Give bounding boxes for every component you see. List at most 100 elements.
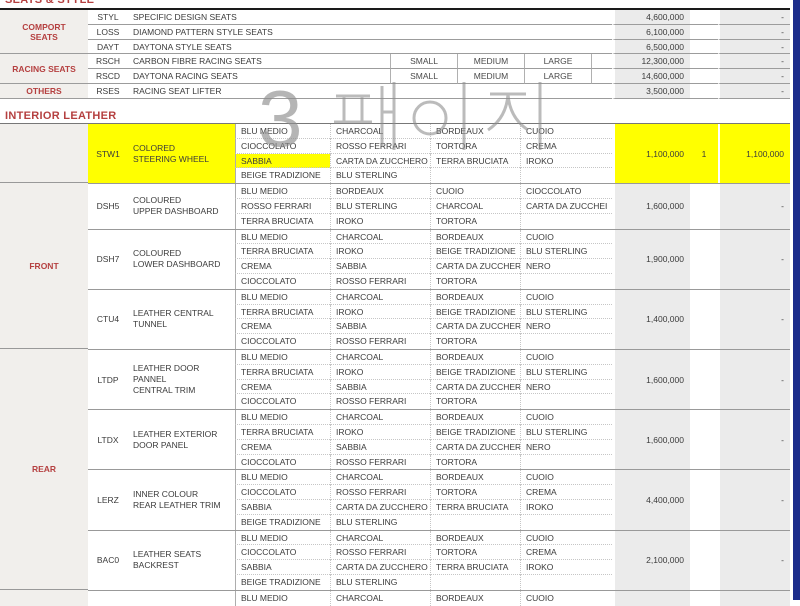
- leather-row-group: DSH5 COLOURED UPPER DASHBOARD BLU MEDIO BOR…: [88, 183, 790, 229]
- leather-row-group: BAC0 LEATHER SEATS BACKREST BLU MEDIO CHARC…: [88, 529, 790, 590]
- filler-cell: [591, 54, 612, 70]
- total-cell: -: [718, 530, 790, 590]
- color-cell: BLU STERLING: [520, 304, 612, 320]
- size-header-cell: SMALL: [390, 69, 457, 84]
- color-cell: SABBIA: [330, 319, 430, 335]
- qty-cell: [690, 184, 718, 229]
- section-label-empty: [0, 124, 88, 184]
- description-cell: RACING SEAT LIFTER: [128, 84, 612, 99]
- color-cell: CARTA DA ZUCCHERO: [430, 259, 520, 274]
- color-cell: BEIGE TRADIZIONE: [235, 168, 330, 184]
- color-cell: CHARCOAL: [430, 198, 520, 214]
- description-cell: COLOURED LOWER DASHBOARD: [133, 248, 221, 270]
- code-cell: LTDP: [97, 374, 119, 385]
- category-cell: OTHERS: [0, 83, 88, 99]
- color-cell: CREMA: [235, 379, 330, 395]
- price-cell: 1,600,000: [612, 349, 690, 410]
- qty-cell: [690, 349, 718, 410]
- description-cell: COLORED STEERING WHEEL: [128, 124, 235, 184]
- color-cell: [430, 574, 520, 590]
- color-cell: BLU MEDIO: [235, 410, 330, 425]
- color-cell: IROKO: [330, 364, 430, 380]
- color-cell: CREMA: [520, 138, 612, 154]
- price-cell: 6,100,000: [612, 24, 690, 40]
- color-cell: CHARCOAL: [330, 530, 430, 546]
- color-cell: CHARCOAL: [330, 289, 430, 305]
- color-cell: IROKO: [520, 499, 612, 515]
- code-cell: RSCD: [88, 69, 128, 84]
- color-cell: SABBIA: [235, 153, 330, 169]
- description-cell: LEATHER EXTERIOR DOOR PANEL: [133, 428, 218, 450]
- description-cell: [128, 591, 235, 606]
- qty-cell: [690, 470, 718, 530]
- code-cell: DAYT: [88, 40, 128, 55]
- leather-row-group: STW1 COLORED STEERING WHEEL BLU MEDIO CHARC…: [88, 124, 790, 184]
- color-cell: BLU MEDIO: [235, 184, 330, 199]
- total-cell: -: [718, 289, 790, 349]
- color-cell: ROSSO FERRARI: [330, 485, 430, 500]
- color-cell: TERRA BRUCIATA: [430, 153, 520, 169]
- color-cell: CUOIO: [520, 289, 612, 305]
- color-cell: CUOIO: [430, 184, 520, 199]
- code-cell: STYL: [88, 10, 128, 25]
- total-cell: -: [718, 83, 790, 99]
- qty-cell: [690, 24, 718, 40]
- color-cell: TERRA BRUCIATA: [235, 364, 330, 380]
- leather-row-group: BLU MEDIO CHARCOAL BORDEAUX CUOIO: [88, 589, 790, 606]
- category-cell: COMPORT SEATS: [0, 10, 88, 55]
- color-cell: CARTA DA ZUCCHERO: [330, 153, 430, 169]
- price-cell: 2,100,000: [612, 530, 690, 590]
- color-cell: CUOIO: [520, 124, 612, 139]
- color-cell: TORTORA: [430, 213, 520, 229]
- description-cell: DAYTONA STYLE SEATS: [128, 40, 612, 55]
- right-edge-strip: [793, 0, 800, 600]
- size-header-cell: SMALL: [390, 54, 457, 70]
- qty-cell: [690, 229, 718, 289]
- qty-cell: 1: [690, 124, 718, 184]
- size-header-cell: LARGE: [524, 69, 591, 84]
- qty-cell: [690, 10, 718, 25]
- color-cell: TERRA BRUCIATA: [235, 244, 330, 260]
- color-cell: CUOIO: [520, 410, 612, 425]
- price-cell: 1,100,000: [612, 124, 690, 184]
- price-cell: 1,400,000: [612, 289, 690, 349]
- color-cell: TORTORA: [430, 454, 520, 470]
- color-cell: CREMA: [520, 485, 612, 500]
- interior-leather-title: INTERIOR LEATHER: [5, 110, 117, 122]
- total-cell: -: [718, 470, 790, 530]
- color-cell: ROSSO FERRARI: [330, 138, 430, 154]
- color-cell: TERRA BRUCIATA: [430, 560, 520, 575]
- color-cell: NERO: [520, 259, 612, 274]
- color-cell: [520, 514, 612, 530]
- color-cell: BLU MEDIO: [235, 124, 330, 139]
- price-cell: 4,400,000: [612, 470, 690, 530]
- color-cell: SABBIA: [330, 259, 430, 274]
- color-cell: BLU MEDIO: [235, 289, 330, 305]
- color-cell: [520, 273, 612, 289]
- color-cell: IROKO: [520, 560, 612, 575]
- color-cell: [520, 394, 612, 410]
- description-cell: INNER COLOUR REAR LEATHER TRIM: [133, 488, 221, 510]
- color-cell: ROSSO FERRARI: [330, 273, 430, 289]
- category-cell: RACING SEATS: [0, 54, 88, 84]
- color-cell: BLU STERLING: [330, 574, 430, 590]
- seats-style-table: COMPORT SEATS STYL SPECIFIC DESIGN SEATS 4,…: [0, 10, 790, 99]
- color-cell: BEIGE TRADIZIONE: [235, 514, 330, 530]
- color-cell: CIOCCOLATO: [235, 485, 330, 500]
- color-cell: CREMA: [235, 439, 330, 455]
- description-cell: LEATHER CENTRAL TUNNEL: [133, 308, 214, 330]
- color-cell: BORDEAUX: [430, 410, 520, 425]
- color-cell: SABBIA: [330, 379, 430, 395]
- color-cell: TORTORA: [430, 545, 520, 561]
- description-cell: LEATHER SEATS BACKREST: [133, 549, 202, 571]
- color-cell: BEIGE TRADIZIONE: [430, 424, 520, 440]
- color-cell: BLU MEDIO: [235, 229, 330, 245]
- qty-cell: [690, 590, 718, 606]
- color-cell: BLU STERLING: [520, 244, 612, 260]
- total-cell: 1,100,000: [718, 124, 790, 184]
- color-cell: BLU MEDIO: [235, 530, 330, 546]
- color-cell: CHARCOAL: [330, 349, 430, 365]
- color-cell: TORTORA: [430, 485, 520, 500]
- color-cell: CHARCOAL: [330, 470, 430, 486]
- code-cell: RSES: [88, 84, 128, 99]
